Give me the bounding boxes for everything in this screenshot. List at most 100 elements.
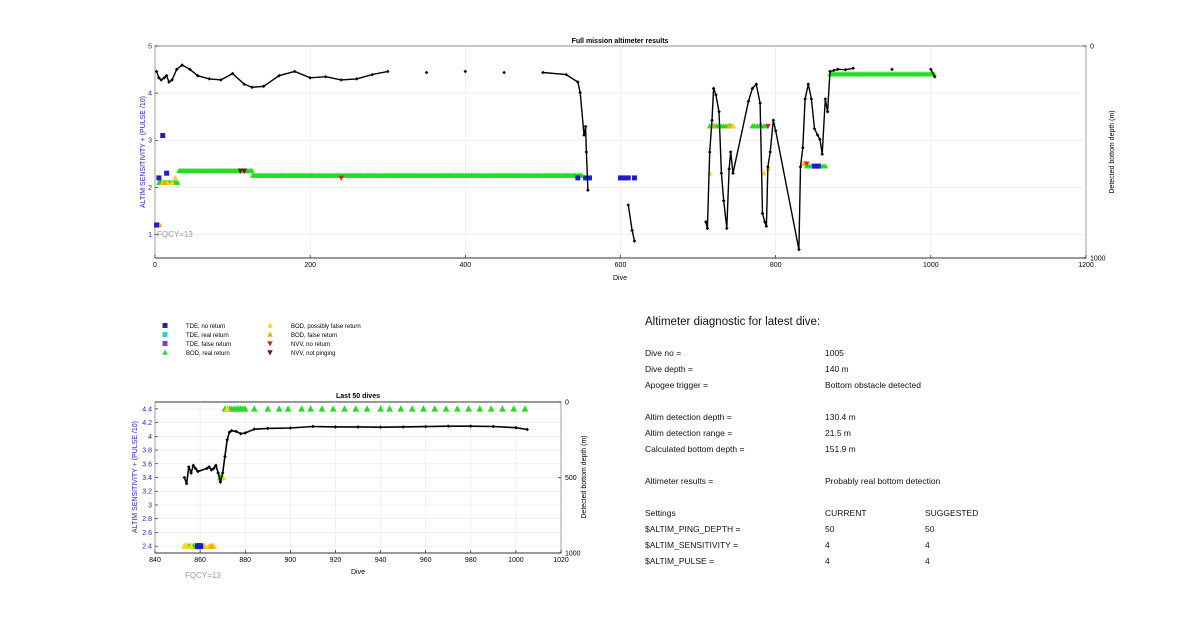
- depth-point: [727, 167, 731, 171]
- point-tde-no-return: [631, 175, 637, 181]
- diagnostic-title: Altimeter diagnostic for latest dive:: [645, 316, 821, 328]
- legend-marker: [162, 349, 168, 355]
- point-tde-no-return: [154, 222, 160, 228]
- depth-point: [724, 226, 729, 231]
- point-nvv-no-return: [765, 123, 771, 130]
- depth-point: [704, 220, 708, 224]
- depth-point: [154, 69, 159, 74]
- depth-point: [710, 118, 714, 122]
- depth-point: [223, 454, 227, 459]
- depth-point: [167, 80, 171, 84]
- settings-header-label: Settings: [645, 508, 676, 518]
- point-nvv-not-pinging: [241, 168, 247, 174]
- point-bod-real-return: [298, 405, 305, 412]
- point-bod-real-return: [476, 405, 484, 412]
- setting-suggested: 4: [925, 540, 930, 550]
- depth-point: [890, 67, 894, 72]
- depth-point: [333, 425, 338, 429]
- legend-marker: [267, 331, 273, 337]
- depth-point: [424, 70, 429, 75]
- setting-current: 4: [825, 540, 830, 550]
- depth-point: [401, 425, 405, 429]
- legend-label: TDE, false return: [186, 342, 231, 348]
- depth-point: [801, 145, 805, 150]
- depth-point: [356, 425, 360, 429]
- depth-point: [564, 72, 568, 77]
- point-bod-possibly-false-return: [223, 405, 231, 412]
- point-bod-real-return: [264, 405, 272, 412]
- depth-point: [758, 101, 762, 106]
- legend: TDE, no return TDE, real return TDE, false…: [162, 322, 361, 357]
- y-tick-label: 3: [148, 502, 152, 509]
- legend-label: NVV, not pinging: [291, 351, 335, 357]
- y-tick-label: 4.4: [142, 406, 152, 413]
- depth-point: [243, 431, 248, 435]
- bottom-grid: [154, 402, 562, 553]
- x-tick-label: 880: [239, 557, 251, 564]
- depth-point: [187, 465, 191, 469]
- depth-line: [930, 68, 936, 78]
- depth-point: [288, 426, 293, 430]
- legend-label: BOD, possibly false return: [291, 324, 361, 330]
- depth-point: [719, 171, 724, 175]
- point-tde-no-return: [156, 175, 162, 181]
- depth-point: [763, 220, 767, 224]
- depth-point: [191, 463, 196, 468]
- legend-label: NVV, no return: [291, 342, 330, 348]
- depth-point: [835, 67, 840, 72]
- legend-item: NVV, not pinging: [267, 350, 335, 357]
- series-detected-bottom-depth: [182, 424, 529, 486]
- point-bod-real-return: [487, 405, 495, 412]
- bottom-fqcy-label: FQCY=13: [185, 571, 221, 580]
- y-tick-label: 3.4: [142, 475, 152, 482]
- legend-marker: [267, 341, 273, 347]
- legend-item: BOD, false return: [267, 331, 337, 339]
- depth-point: [216, 471, 220, 475]
- depth-point: [292, 69, 297, 74]
- x-tick-label: 860: [194, 557, 206, 564]
- x-tick-label: 960: [420, 557, 432, 564]
- diagnostic-label: Dive no =: [645, 348, 682, 358]
- point-bod-real-return: [341, 405, 348, 412]
- y-tick-label: 2.8: [142, 516, 152, 523]
- diagnostic-label: Altim detection depth =: [645, 412, 732, 422]
- point-bod-false-return: [710, 123, 717, 129]
- series-tde-no-return: [194, 543, 204, 550]
- point-bod-real-return: [453, 405, 461, 412]
- diagnostic-row: Altim detection range = 21.5 m: [645, 428, 1065, 440]
- point-tde-no-return: [621, 175, 627, 181]
- y-tick-label: 3.2: [142, 489, 152, 496]
- depth-point: [234, 429, 238, 434]
- point-tde-no-return: [160, 133, 166, 139]
- legend-item: TDE, no return: [162, 323, 225, 330]
- setting-suggested: 50: [925, 524, 935, 534]
- depth-point: [219, 78, 223, 82]
- point-tde-no-return: [811, 163, 817, 169]
- point-bod-false-return: [726, 123, 732, 129]
- depth-point: [803, 97, 807, 101]
- depth-point: [209, 468, 214, 472]
- depth-point: [825, 109, 830, 114]
- depth-point: [771, 118, 776, 122]
- y-tick-label: 3.6: [142, 461, 152, 468]
- top-chart-title: Full mission altimeter results: [572, 38, 669, 45]
- y-tick-label: 3.8: [142, 448, 152, 455]
- point-bod-real-return: [174, 179, 181, 185]
- x-tick-label: 1000: [923, 262, 939, 269]
- diagnostic-label: Altim detection range =: [645, 428, 733, 438]
- bottom-chart-title: Last 50 dives: [336, 393, 380, 400]
- depth-point: [576, 80, 580, 84]
- point-bod-real-return: [442, 405, 450, 412]
- depth-point: [491, 424, 496, 429]
- depth-point: [182, 475, 187, 480]
- bottom-x-axis-label: Dive: [351, 569, 365, 576]
- series-detected-bottom-depth: [154, 63, 937, 252]
- top-left-y-axis-label: ALTIM SENSITIVITY + (PULSE /10): [140, 96, 147, 208]
- depth-point: [717, 109, 721, 114]
- depth-point: [514, 425, 518, 430]
- depth-point: [711, 86, 716, 91]
- depth-point: [157, 76, 161, 80]
- diagnostic-row: Altimeter results = Probably real bottom…: [645, 476, 1065, 488]
